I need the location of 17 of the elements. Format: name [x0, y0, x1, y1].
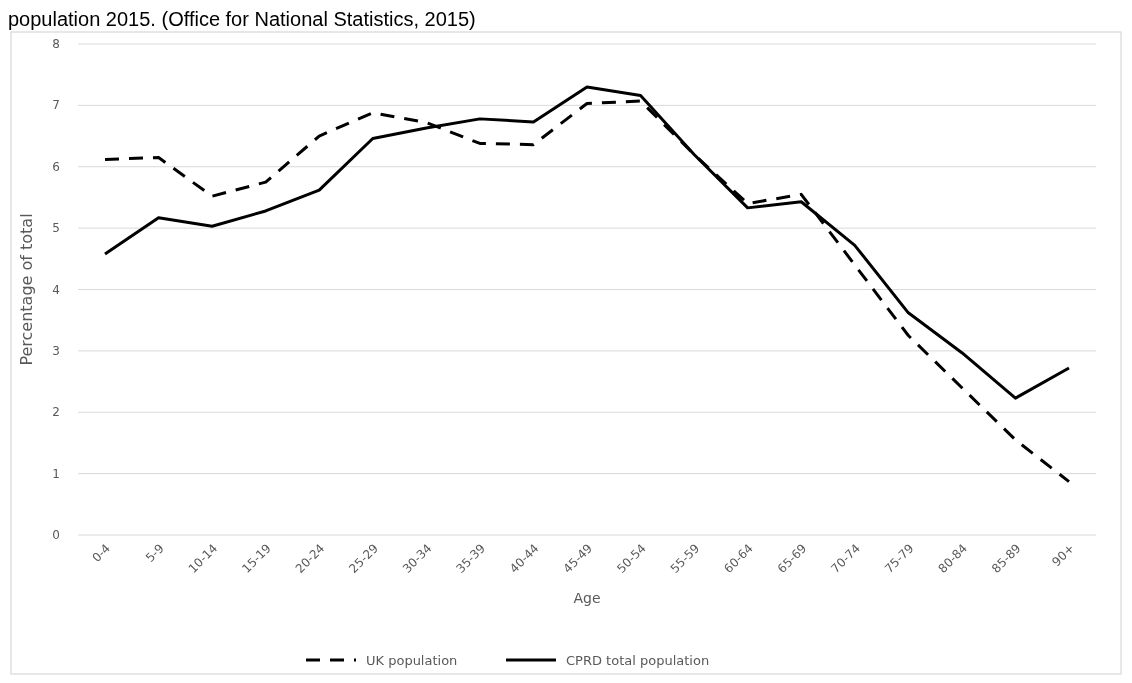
- y-tick-label: 3: [52, 343, 60, 358]
- x-axis-title: Age: [573, 590, 601, 606]
- y-axis-title: Percentage of total: [17, 213, 36, 366]
- y-tick-label: 7: [52, 98, 60, 113]
- y-tick-label: 2: [52, 405, 60, 420]
- legend-label: CPRD total population: [566, 653, 710, 668]
- y-tick-label: 5: [52, 221, 60, 236]
- y-tick-label: 6: [52, 159, 60, 174]
- y-tick-label: 1: [52, 466, 60, 481]
- legend-label: UK population: [366, 653, 458, 668]
- x-tick-label: 5-9: [142, 541, 167, 565]
- x-tick-label: 0-4: [89, 541, 114, 565]
- x-tick-label: 90+: [1049, 541, 1078, 570]
- chart-title: population 2015. (Office for National Statistics, 2015): [8, 8, 476, 30]
- y-tick-label: 8: [52, 37, 60, 51]
- y-tick-label: 0: [52, 528, 60, 542]
- y-tick-label: 4: [52, 282, 60, 297]
